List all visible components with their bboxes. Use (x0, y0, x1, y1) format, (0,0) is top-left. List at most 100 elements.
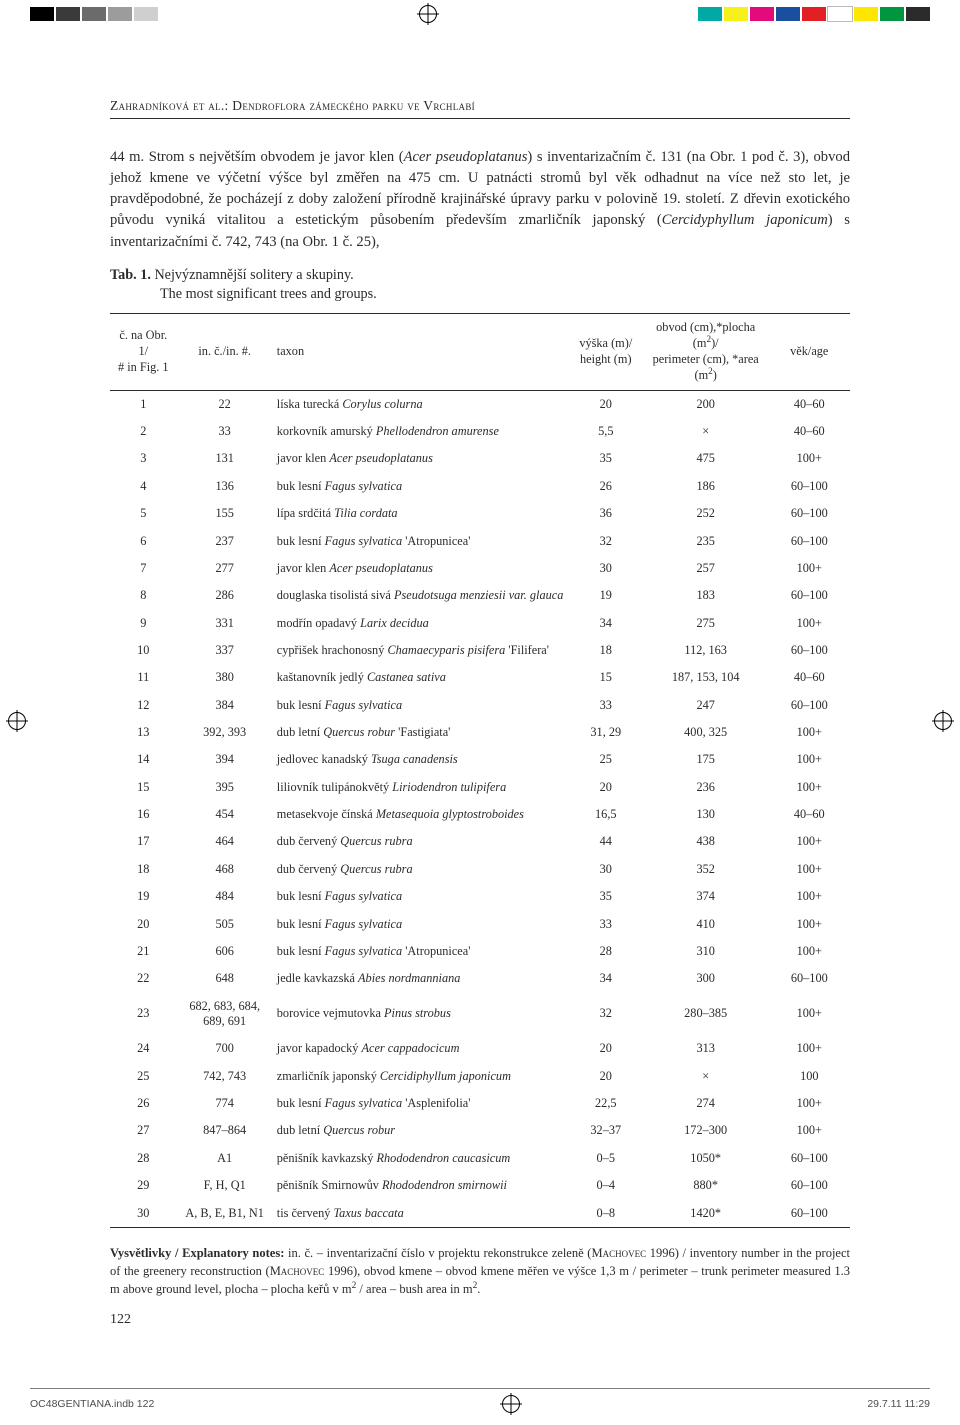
cell-taxon: modřín opadavý Larix decidua (273, 610, 569, 637)
cell-perim: 1420* (643, 1200, 769, 1228)
cell-inv: 155 (177, 500, 273, 527)
cell-figref: 12 (110, 692, 177, 719)
cell-inv: 464 (177, 828, 273, 855)
cell-perim: 275 (643, 610, 769, 637)
cell-age: 100+ (769, 911, 850, 938)
cell-height: 20 (569, 390, 643, 418)
cell-perim: 186 (643, 473, 769, 500)
explanatory-notes: Vysvětlivky / Explanatory notes: in. č. … (110, 1244, 850, 1298)
cell-taxon: dub letní Quercus robur (273, 1117, 569, 1144)
cell-inv: 847–864 (177, 1117, 273, 1144)
cell-figref: 29 (110, 1172, 177, 1199)
cell-taxon: jedle kavkazská Abies nordmanniana (273, 965, 569, 992)
cell-age: 100+ (769, 1035, 850, 1062)
cell-figref: 28 (110, 1145, 177, 1172)
cell-taxon: borovice vejmutovka Pinus strobus (273, 993, 569, 1036)
cell-figref: 13 (110, 719, 177, 746)
cell-figref: 26 (110, 1090, 177, 1117)
cell-taxon: javor klen Acer pseudoplatanus (273, 445, 569, 472)
cell-inv: 648 (177, 965, 273, 992)
cell-height: 33 (569, 692, 643, 719)
cell-perim: 172–300 (643, 1117, 769, 1144)
print-footer: OC48GENTIANA.indb 122 29.7.11 11:29 (0, 1389, 960, 1425)
cell-inv: 505 (177, 911, 273, 938)
table-row: 25742, 743zmarličník japonský Cercidiphy… (110, 1063, 850, 1090)
cell-height: 0–5 (569, 1145, 643, 1172)
cell-age: 60–100 (769, 692, 850, 719)
cell-taxon: dub červený Quercus rubra (273, 856, 569, 883)
cell-taxon: buk lesní Fagus sylvatica (273, 473, 569, 500)
table-row: 26774buk lesní Fagus sylvatica 'Asplenif… (110, 1090, 850, 1117)
cell-inv: 484 (177, 883, 273, 910)
cell-height: 35 (569, 883, 643, 910)
cell-perim: 400, 325 (643, 719, 769, 746)
cell-perim: 252 (643, 500, 769, 527)
calibration-swatches-right (698, 7, 930, 21)
cell-height: 22,5 (569, 1090, 643, 1117)
cell-age: 100+ (769, 1117, 850, 1144)
cell-age: 100 (769, 1063, 850, 1090)
cell-inv: 742, 743 (177, 1063, 273, 1090)
cell-taxon: dub červený Quercus rubra (273, 828, 569, 855)
cell-age: 100+ (769, 774, 850, 801)
cell-height: 18 (569, 637, 643, 664)
footer-timestamp: 29.7.11 11:29 (867, 1398, 930, 1410)
cell-inv: 392, 393 (177, 719, 273, 746)
table-header-row: č. na Obr. 1/# in Fig. 1 in. č./in. #. t… (110, 313, 850, 390)
cell-taxon: javor klen Acer pseudoplatanus (273, 555, 569, 582)
table-row: 3131javor klen Acer pseudoplatanus354751… (110, 445, 850, 472)
cell-perim: 1050* (643, 1145, 769, 1172)
cell-perim: 235 (643, 528, 769, 555)
calibration-swatch (750, 7, 774, 21)
cell-age: 100+ (769, 445, 850, 472)
cell-figref: 6 (110, 528, 177, 555)
cell-perim: 130 (643, 801, 769, 828)
cell-height: 32–37 (569, 1117, 643, 1144)
table-row: 14394jedlovec kanadský Tsuga canadensis2… (110, 746, 850, 773)
cell-age: 100+ (769, 719, 850, 746)
cell-perim: × (643, 1063, 769, 1090)
cell-height: 31, 29 (569, 719, 643, 746)
cell-perim: 374 (643, 883, 769, 910)
cell-figref: 25 (110, 1063, 177, 1090)
cell-perim: 274 (643, 1090, 769, 1117)
table-row: 18468dub červený Quercus rubra30352100+ (110, 856, 850, 883)
cell-taxon: líska turecká Corylus colurna (273, 390, 569, 418)
table-row: 24700javor kapadocký Acer cappadocicum20… (110, 1035, 850, 1062)
table-row: 13392, 393dub letní Quercus robur 'Fasti… (110, 719, 850, 746)
body-paragraph: 44 m. Strom s největším obvodem je javor… (110, 147, 850, 253)
cell-taxon: cypřišek hrachonosný Chamaecyparis pisif… (273, 637, 569, 664)
cell-height: 25 (569, 746, 643, 773)
col-header-age: věk/age (769, 313, 850, 390)
table-subcaption: The most significant trees and groups. (160, 286, 850, 303)
table-row: 28A1pěnišník kavkazský Rhododendron cauc… (110, 1145, 850, 1172)
cell-height: 20 (569, 1063, 643, 1090)
cell-figref: 11 (110, 664, 177, 691)
cell-age: 60–100 (769, 637, 850, 664)
cell-perim: 236 (643, 774, 769, 801)
cell-perim: 410 (643, 911, 769, 938)
cell-figref: 30 (110, 1200, 177, 1228)
cell-age: 60–100 (769, 528, 850, 555)
table-row: 122líska turecká Corylus colurna2020040–… (110, 390, 850, 418)
table-row: 7277javor klen Acer pseudoplatanus302571… (110, 555, 850, 582)
table-row: 21606buk lesní Fagus sylvatica 'Atropuni… (110, 938, 850, 965)
cell-height: 26 (569, 473, 643, 500)
cell-taxon: lípa srdčitá Tilia cordata (273, 500, 569, 527)
cell-inv: 384 (177, 692, 273, 719)
cell-perim: × (643, 418, 769, 445)
cell-perim: 187, 153, 104 (643, 664, 769, 691)
running-head: Zahradníková et al.: Dendroflora zámecké… (110, 98, 850, 114)
cell-perim: 300 (643, 965, 769, 992)
cell-figref: 18 (110, 856, 177, 883)
registration-mark-left-icon (8, 712, 26, 730)
cell-figref: 7 (110, 555, 177, 582)
cell-figref: 5 (110, 500, 177, 527)
cell-inv: 380 (177, 664, 273, 691)
cell-height: 32 (569, 993, 643, 1036)
cell-inv: 286 (177, 582, 273, 609)
cell-age: 100+ (769, 610, 850, 637)
cell-perim: 310 (643, 938, 769, 965)
cell-age: 40–60 (769, 664, 850, 691)
cell-inv: 454 (177, 801, 273, 828)
